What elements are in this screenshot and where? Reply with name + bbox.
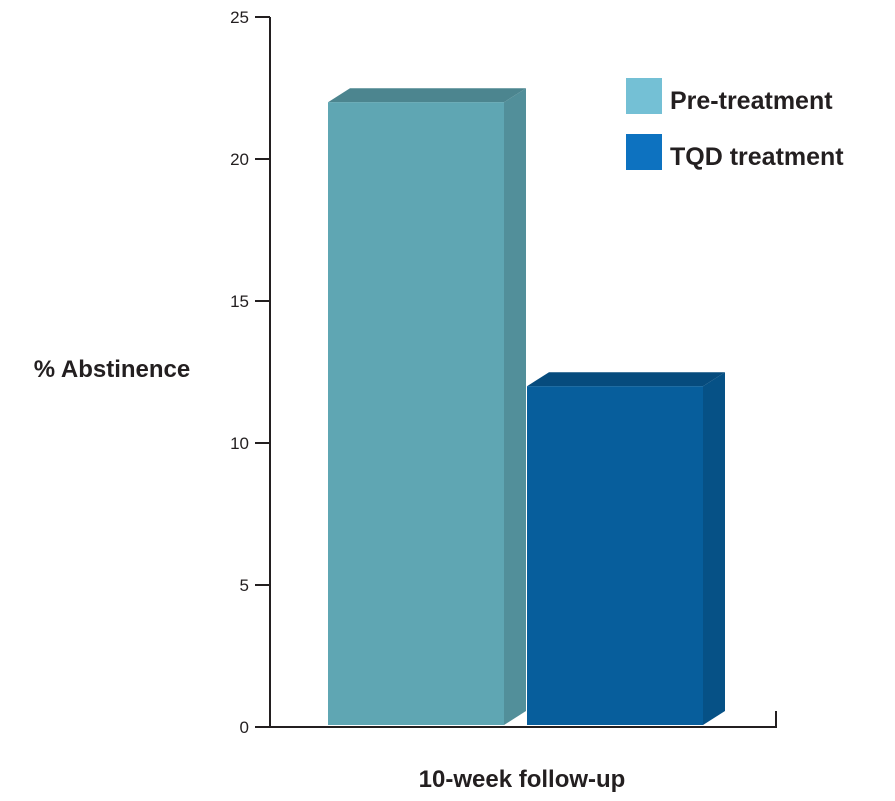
legend-label-tqd-treatment: TQD treatment	[670, 143, 844, 171]
bar-side-face	[703, 372, 725, 725]
y-tick-label: 5	[240, 576, 249, 595]
y-tick-label: 0	[240, 718, 249, 737]
bar-side-face	[504, 88, 526, 725]
bar-front-face	[527, 386, 703, 725]
y-ticks-group: 0 5 10 15 20 25	[230, 8, 270, 737]
bar-pre-treatment	[328, 88, 526, 725]
legend: Pre-treatment TQD treatment	[626, 78, 844, 171]
y-tick-label: 25	[230, 8, 249, 27]
x-axis-title: 10-week follow-up	[419, 766, 626, 793]
bar-top-face	[328, 88, 526, 103]
bar-top-face	[527, 372, 725, 387]
legend-swatch-tqd-treatment	[626, 134, 662, 170]
y-tick-label: 10	[230, 434, 249, 453]
axes-group	[269, 17, 777, 728]
legend-swatch-pre-treatment	[626, 78, 662, 114]
y-tick-label: 20	[230, 150, 249, 169]
y-tick-label: 15	[230, 292, 249, 311]
bar-front-face	[328, 102, 504, 725]
y-axis-title: % Abstinence	[34, 356, 190, 383]
legend-label-pre-treatment: Pre-treatment	[670, 87, 833, 115]
bars-group	[328, 88, 725, 725]
bar-tqd-treatment	[527, 372, 725, 725]
